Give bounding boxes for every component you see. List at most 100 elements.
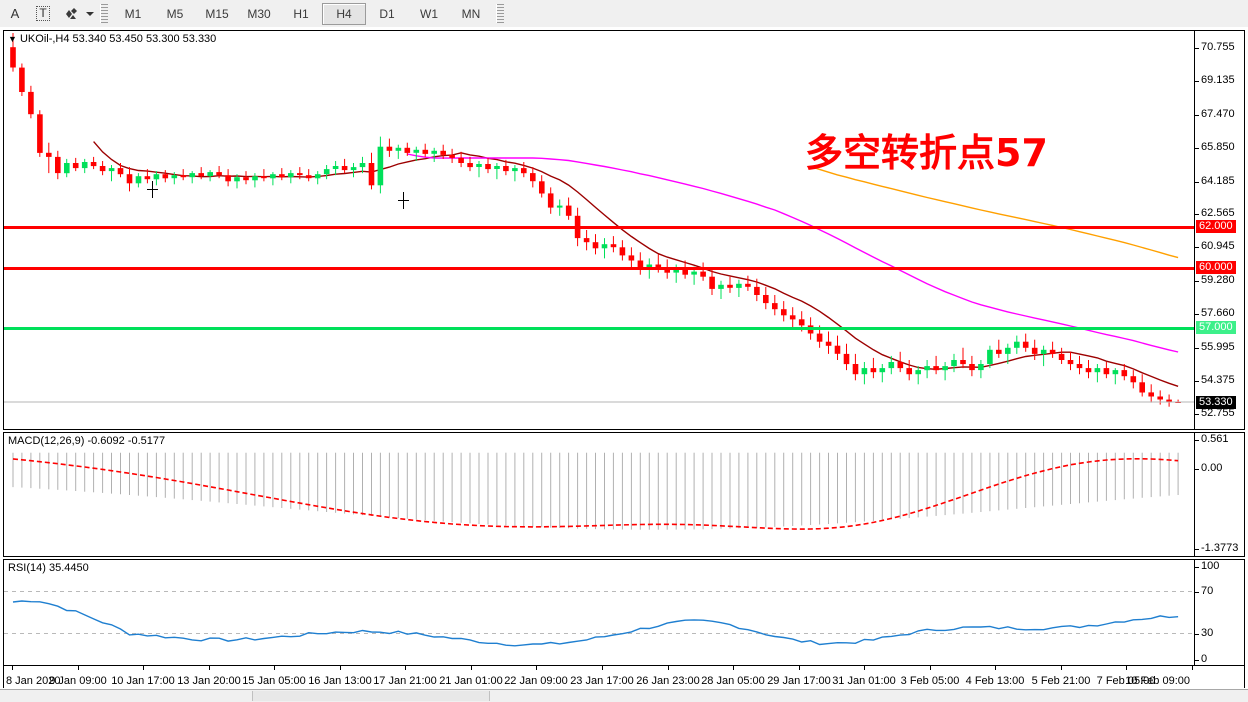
level-price-tag[interactable]: 57.000 xyxy=(1196,321,1236,334)
time-tick xyxy=(668,666,669,670)
macd-axis[interactable]: 0.561 0.00 -1.3773 xyxy=(1194,433,1244,556)
time-tick xyxy=(405,666,406,670)
timeframe-m15[interactable]: M15 xyxy=(205,6,229,21)
status-bar xyxy=(0,689,1248,702)
time-label: 13 Jan 20:00 xyxy=(177,675,241,687)
time-label: 7 Feb 05:00 xyxy=(1096,675,1156,687)
time-label: 8 Jan 2020 xyxy=(6,675,61,687)
toolbar: A T M1 M5 M15 M30 H1 H4 D1 W1 MN xyxy=(0,0,1248,28)
time-tick xyxy=(340,666,341,670)
objects-tool-button[interactable] xyxy=(58,2,84,25)
price-pane[interactable]: ▼ UKOil-,H4 53.340 53.450 53.300 53.330 … xyxy=(3,30,1245,430)
level-price-tag[interactable]: 62.000 xyxy=(1196,220,1236,233)
macd-tick: 0.561 xyxy=(1195,433,1244,445)
macd-pane[interactable]: MACD(12,26,9) -0.6092 -0.5177 0.561 0.00 -… xyxy=(3,432,1245,557)
chart-title-text: UKOil-,H4 53.340 53.450 53.300 53.330 xyxy=(19,33,217,45)
time-label: 9 Jan 09:00 xyxy=(49,675,107,687)
time-label: 17 Jan 21:00 xyxy=(373,675,437,687)
text-a-icon: A xyxy=(10,6,20,21)
price-tick: 55.995 xyxy=(1195,341,1244,353)
timeframe-m30[interactable]: M30 xyxy=(247,6,271,21)
chart-title: ▼ UKOil-,H4 53.340 53.450 53.300 53.330 xyxy=(8,33,216,45)
macd-label: MACD(12,26,9) -0.6092 -0.5177 xyxy=(8,435,166,447)
toolbar-separator xyxy=(100,4,108,23)
crosshair-marker xyxy=(398,192,409,209)
shapes-icon xyxy=(66,7,77,19)
current-price-tag: 53.330 xyxy=(1196,396,1236,409)
level-line-62-000[interactable] xyxy=(4,226,1194,229)
timeframe-m1[interactable]: M1 xyxy=(124,6,142,21)
rsi-plot[interactable] xyxy=(4,560,1194,665)
time-tick xyxy=(799,666,800,670)
timeframe-m5[interactable]: M5 xyxy=(166,6,184,21)
text-tool-button[interactable]: A xyxy=(2,2,28,25)
macd-tick: -1.3773 xyxy=(1195,542,1244,554)
time-label: 10 Jan 17:00 xyxy=(111,675,175,687)
rsi-axis[interactable]: 100 70 30 0 xyxy=(1194,560,1244,665)
price-tick: 67.470 xyxy=(1195,108,1244,120)
time-tick xyxy=(209,666,210,670)
level-line-60-000[interactable] xyxy=(4,267,1194,270)
status-segment-1 xyxy=(0,691,253,701)
time-tick xyxy=(930,666,931,670)
timeframe-h1[interactable]: H1 xyxy=(293,6,309,21)
level-line-57-000[interactable] xyxy=(4,327,1194,330)
time-label: 16 Jan 13:00 xyxy=(308,675,372,687)
time-axis[interactable]: 8 Jan 2020 9 Jan 09:00 10 Jan 17:00 13 Jan … xyxy=(3,666,1245,688)
status-segment-2 xyxy=(253,691,490,701)
textbox-tool-button[interactable]: T xyxy=(30,2,56,25)
time-tick xyxy=(602,666,603,670)
time-tick xyxy=(78,666,79,670)
price-tick: 60.945 xyxy=(1195,240,1244,252)
time-label: 5 Feb 21:00 xyxy=(1031,675,1091,687)
time-label: 28 Jan 05:00 xyxy=(701,675,765,687)
time-label: 26 Jan 23:00 xyxy=(636,675,700,687)
price-plot[interactable] xyxy=(4,31,1194,429)
time-tick xyxy=(1126,666,1127,670)
price-tick: 52.755 xyxy=(1195,407,1244,419)
time-tick xyxy=(864,666,865,670)
chart-area: ▼ UKOil-,H4 53.340 53.450 53.300 53.330 … xyxy=(0,27,1248,688)
time-label: 23 Jan 17:00 xyxy=(570,675,634,687)
time-label: 3 Feb 05:00 xyxy=(900,675,960,687)
macd-svg xyxy=(12,452,1179,530)
time-label: 21 Jan 01:00 xyxy=(439,675,503,687)
status-segment-3 xyxy=(490,691,1248,701)
timeframe-h4[interactable]: H4 xyxy=(322,2,366,25)
price-tick: 54.375 xyxy=(1195,374,1244,386)
macd-tick: 0.00 xyxy=(1195,462,1244,474)
crosshair-marker xyxy=(147,181,158,198)
time-tick xyxy=(536,666,537,670)
rsi-tick: 100 xyxy=(1195,560,1244,572)
time-tick xyxy=(1192,666,1193,670)
chart-collapse-arrow[interactable]: ▼ xyxy=(8,34,17,44)
timeframe-mn[interactable]: MN xyxy=(461,6,481,21)
price-tick: 62.565 xyxy=(1195,207,1244,219)
time-tick xyxy=(1061,666,1062,670)
time-tick xyxy=(995,666,996,670)
time-label: 31 Jan 01:00 xyxy=(832,675,896,687)
rsi-svg xyxy=(4,591,1194,647)
time-tick xyxy=(143,666,144,670)
objects-dropdown-arrow[interactable] xyxy=(84,2,96,25)
time-tick xyxy=(12,666,13,670)
rsi-pane[interactable]: RSI(14) 35.4450 100 70 30 0 xyxy=(3,559,1245,666)
price-tick: 65.850 xyxy=(1195,141,1244,153)
rsi-tick: 0 xyxy=(1195,653,1244,665)
time-label: 22 Jan 09:00 xyxy=(504,675,568,687)
rsi-tick: 30 xyxy=(1195,627,1244,639)
rsi-label: RSI(14) 35.4450 xyxy=(8,562,89,574)
price-tick: 57.660 xyxy=(1195,307,1244,319)
time-tick xyxy=(471,666,472,670)
price-axis[interactable]: 70.755 69.135 67.470 65.850 64.185 62.565 60.9… xyxy=(1194,31,1244,429)
candlestick-svg xyxy=(4,33,1194,407)
timeframe-w1[interactable]: W1 xyxy=(420,6,438,21)
time-tick xyxy=(733,666,734,670)
price-tick: 64.185 xyxy=(1195,175,1244,187)
chart-annotation-text[interactable]: 多空转折点57 xyxy=(805,131,1048,175)
macd-plot[interactable] xyxy=(4,433,1194,556)
time-label: 15 Jan 05:00 xyxy=(242,675,306,687)
level-price-tag[interactable]: 60.000 xyxy=(1196,261,1236,274)
time-tick xyxy=(274,666,275,670)
timeframe-d1[interactable]: D1 xyxy=(379,6,395,21)
